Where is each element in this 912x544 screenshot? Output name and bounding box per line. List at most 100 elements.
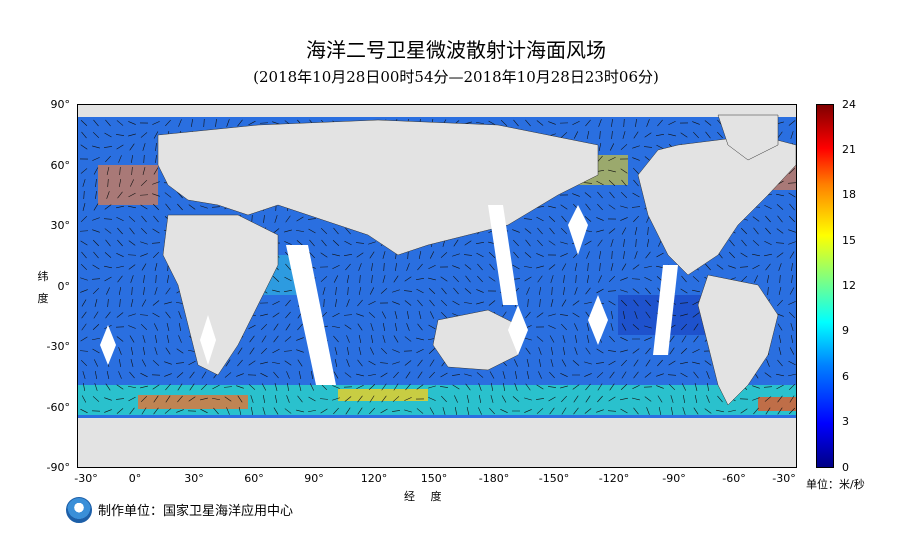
wind-arrow (692, 289, 700, 293)
wind-arrow (633, 359, 639, 367)
wind-arrow (788, 120, 796, 126)
wind-arrow (548, 313, 556, 317)
wind-arrow (646, 407, 650, 415)
wind-arrow (752, 253, 760, 257)
wind-arrow (643, 146, 653, 148)
wind-arrow (669, 347, 675, 355)
wind-arrow (609, 383, 615, 391)
wind-arrow (608, 228, 616, 234)
wind-arrow (610, 239, 614, 247)
wind-arrow (320, 276, 328, 282)
wind-arrow (572, 312, 580, 318)
wind-arrow (694, 383, 698, 391)
wind-arrow (611, 130, 613, 140)
wind-arrow (706, 371, 710, 379)
wind-arrow (152, 312, 160, 318)
wind-arrow (788, 301, 796, 305)
wind-arrow (728, 409, 736, 413)
wind-arrow (81, 299, 87, 307)
map-subtitle: (2018年10月28日00时54分—2018年10月28日23时06分) (253, 68, 659, 86)
wind-arrow (155, 335, 157, 343)
wind-arrow (608, 180, 616, 186)
wind-arrow (82, 179, 86, 187)
wind-arrow (103, 146, 113, 148)
wind-arrow (80, 215, 88, 223)
wind-arrow (284, 276, 292, 282)
wind-arrow (177, 383, 183, 391)
wind-arrow (333, 275, 339, 283)
wind-arrow (524, 266, 532, 268)
wind-arrow (535, 398, 545, 400)
wind-arrow (668, 120, 676, 126)
wind-arrow (236, 373, 244, 377)
wind-arrow (263, 214, 265, 224)
wind-arrow (165, 383, 171, 391)
wind-arrow (706, 395, 710, 403)
wind-arrow (391, 410, 401, 412)
wind-arrow (320, 227, 328, 235)
wind-arrow (104, 265, 112, 269)
wind-arrow (477, 263, 483, 271)
wind-arrow (658, 407, 662, 415)
wind-arrow (417, 263, 423, 271)
y-tick: 30° (50, 219, 71, 232)
wind-arrow (777, 359, 783, 367)
wind-arrow (334, 347, 338, 355)
wind-arrow (167, 275, 169, 283)
x-tick: -30° (772, 472, 796, 485)
wind-arrow (537, 275, 543, 283)
wind-arrow (152, 193, 160, 197)
wind-arrow (440, 276, 448, 282)
map-canvas (78, 105, 796, 467)
wind-arrow (788, 383, 796, 391)
wind-arrow (524, 228, 532, 234)
wind-arrow (164, 408, 172, 414)
wind-arrow (368, 384, 376, 390)
wind-arrow (692, 361, 700, 365)
wind-arrow (741, 239, 747, 247)
wind-arrow (656, 373, 664, 377)
wind-arrow (621, 179, 627, 187)
wind-arrow (549, 371, 555, 379)
wind-arrow (788, 215, 796, 223)
wind-arrow (383, 262, 385, 272)
wind-arrow (705, 131, 711, 139)
wind-arrow (717, 395, 723, 403)
wind-arrow (332, 397, 340, 401)
wind-arrow (286, 395, 290, 403)
wind-arrow (381, 311, 387, 319)
wind-arrow (344, 396, 352, 402)
wind-arrow (680, 348, 688, 354)
wind-arrow (765, 215, 771, 223)
wind-arrow (371, 262, 373, 272)
wind-arrow (296, 337, 304, 341)
wind-arrow (332, 385, 340, 389)
wind-arrow (645, 299, 651, 307)
wind-arrow (611, 250, 613, 260)
wind-arrow (128, 205, 136, 209)
wind-arrow (116, 205, 124, 209)
wind-arrow (429, 371, 435, 379)
wind-arrow (106, 371, 110, 379)
wind-arrow (140, 241, 148, 245)
wind-arrow (500, 409, 508, 413)
wind-arrow (560, 204, 568, 210)
wind-arrow (524, 397, 532, 401)
swath-gap (568, 205, 588, 255)
wind-arrow (550, 275, 554, 283)
wind-arrow (634, 311, 638, 319)
wind-arrow (347, 347, 349, 355)
wind-arrow (260, 372, 268, 378)
wind-arrow (632, 288, 640, 294)
wind-arrow (668, 383, 676, 391)
wind-arrow (680, 132, 688, 138)
wind-arrow (393, 335, 399, 343)
wind-arrow (476, 242, 484, 244)
wind-arrow (632, 192, 640, 198)
wind-arrow (609, 191, 615, 199)
wind-arrow (620, 168, 628, 174)
wind-arrow (381, 383, 387, 391)
wind-arrow (371, 335, 373, 343)
wind-arrow (393, 371, 399, 379)
wind-arrow (153, 215, 159, 223)
